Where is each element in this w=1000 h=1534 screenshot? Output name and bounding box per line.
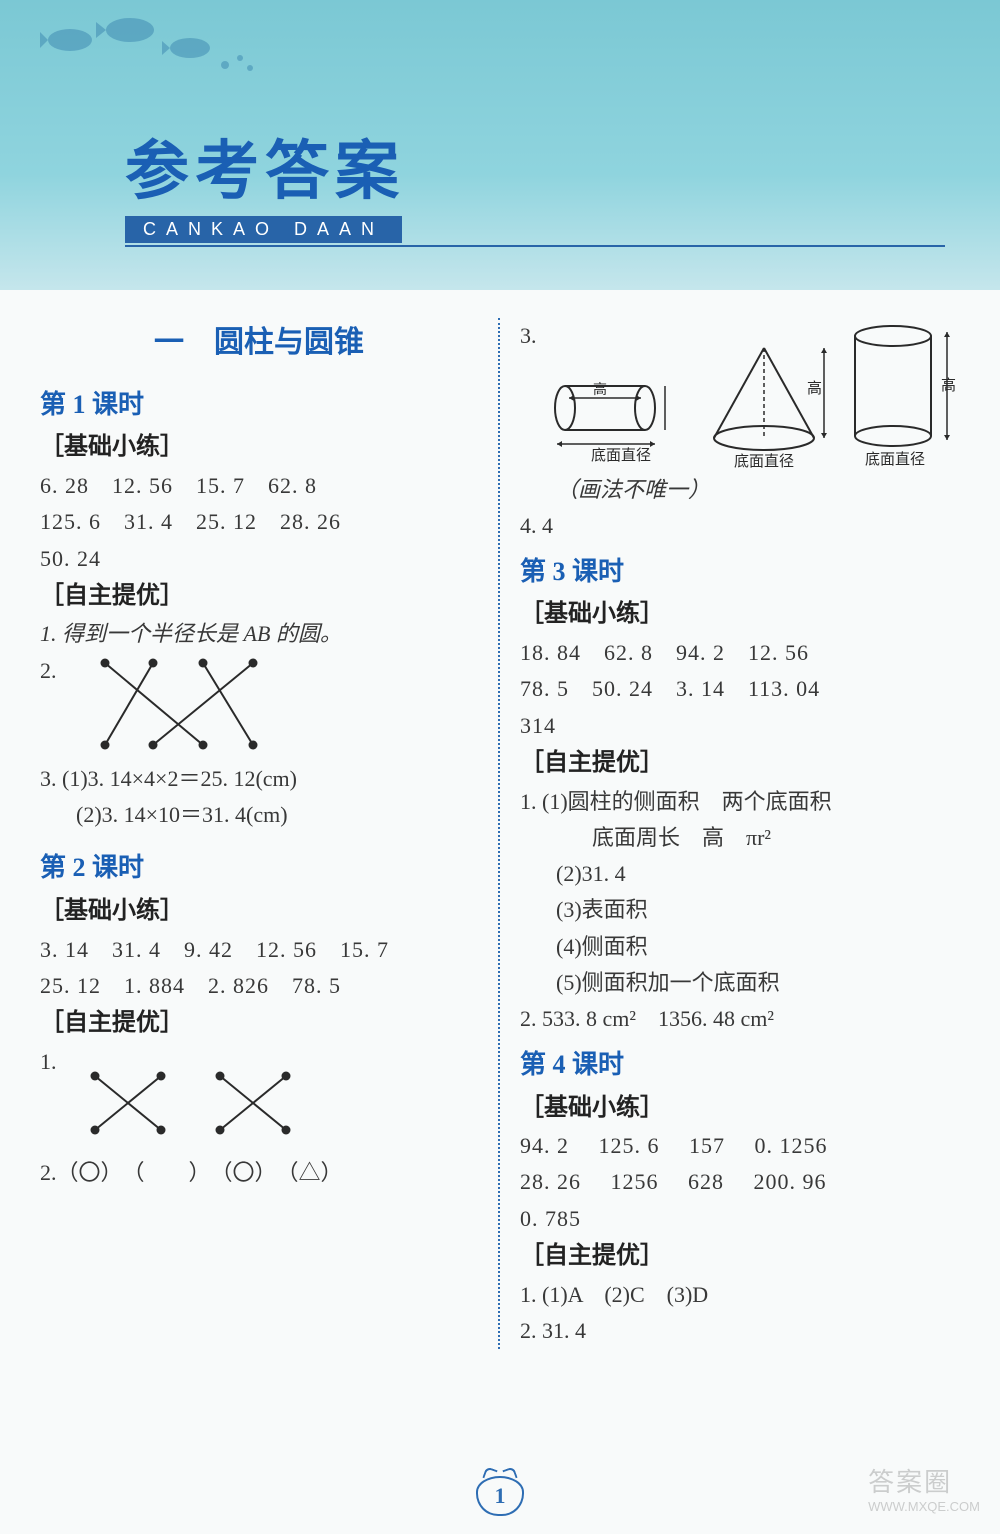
page-number-badge: 1 (476, 1476, 524, 1516)
svg-text:底面直径: 底面直径 (734, 453, 794, 468)
svg-text:高: 高 (593, 381, 607, 398)
lesson-1-title: 第 1 课时 (40, 384, 478, 427)
l2-q1-diagrams (57, 1044, 303, 1155)
svg-text:底面直径: 底面直径 (865, 451, 925, 468)
l2-self-tag: ［自主提优］ (40, 1004, 478, 1044)
l3-q1d: (4)侧面积 (520, 929, 960, 965)
title-block: 参考答案 CANKAO DAAN (125, 120, 945, 247)
l4-basic-tag: ［基础小练］ (520, 1089, 960, 1129)
l1-q3b: (2)3. 14×10＝31. 4(cm) (40, 797, 478, 833)
l3-q1e: (5)侧面积加一个底面积 (520, 965, 960, 1001)
l1-basic-r1: 6. 28 12. 56 15. 7 62. 8 (40, 468, 478, 504)
right-column: 3. 高底面直径 高底面直径 高底面直径 （画法不唯一） 4. 4 第 3 课时… (500, 318, 960, 1349)
l3-basic-r1: 18. 84 62. 8 94. 2 12. 56 (520, 635, 960, 671)
l1-q2-diagram (87, 657, 287, 757)
l3-basic-r2: 78. 5 50. 24 3. 14 113. 04 (520, 671, 960, 707)
watermark-main: 答案圈 (868, 1467, 952, 1497)
l3-q2: 2. 533. 8 cm² 1356. 48 cm² (520, 1001, 960, 1037)
l3-basic-r3: 314 (520, 708, 960, 744)
l4-basic-r2: 28. 26 1256 628 200. 96 (520, 1164, 960, 1200)
l4-q1: 1. (1)A (2)C (3)D (520, 1277, 960, 1313)
l1-q3a: 3. (1)3. 14×4×2＝25. 12(cm) (40, 761, 478, 797)
fig-cylinder-vert: 高底面直径 (843, 318, 963, 468)
l2-q1-cross-b (212, 1070, 302, 1140)
svg-text:高: 高 (941, 377, 956, 394)
watermark: 答案圈 WWW.MXQE.COM (868, 1462, 980, 1514)
l1-basic-r3: 50. 24 (40, 541, 478, 577)
l3-basic-tag: ［基础小练］ (520, 595, 960, 635)
l1-q2-label: 2. (40, 653, 57, 689)
l2-q1-cross-a (87, 1070, 177, 1140)
left-column: 一 圆柱与圆锥 第 1 课时 ［基础小练］ 6. 28 12. 56 15. 7… (40, 318, 498, 1349)
l1-basic-tag: ［基础小练］ (40, 428, 478, 468)
watermark-url: WWW.MXQE.COM (868, 1499, 980, 1514)
l1-self-tag: ［自主提优］ (40, 577, 478, 617)
l1-basic-r2: 125. 6 31. 4 25. 12 28. 26 (40, 504, 478, 540)
fig-cylinder-horiz: 高底面直径 (545, 358, 685, 468)
l2-q2: 2.（〇） （ ） （〇） （△） (40, 1155, 478, 1191)
page-number: 1 (495, 1483, 506, 1509)
header-band: 参考答案 CANKAO DAAN (0, 0, 1000, 290)
l3-q1a2: 底面周长 高 πr² (520, 820, 960, 856)
fig-cone: 高底面直径 (699, 338, 829, 468)
l3-q1c: (3)表面积 (520, 892, 960, 928)
title-underline (125, 245, 945, 247)
r-q3-label: 3. (520, 318, 537, 354)
lesson-2-title: 第 2 课时 (40, 847, 478, 890)
l3-self-tag: ［自主提优］ (520, 744, 960, 784)
l4-q2: 2. 31. 4 (520, 1313, 960, 1349)
l3-q1a: 1. (1)圆柱的侧面积 两个底面积 (520, 784, 960, 820)
l4-self-tag: ［自主提优］ (520, 1237, 960, 1277)
l1-q1: 1. 得到一个半径长是 AB 的圆。 (40, 616, 478, 652)
svg-text:底面直径: 底面直径 (591, 447, 651, 464)
r-q3-row: 3. 高底面直径 高底面直径 高底面直径 (520, 318, 960, 472)
svg-text:高: 高 (807, 380, 822, 397)
l2-basic-r1: 3. 14 31. 4 9. 42 12. 56 15. 7 (40, 932, 478, 968)
r-q3-figures: 高底面直径 高底面直径 高底面直径 (545, 318, 963, 468)
lesson-3-title: 第 3 课时 (520, 551, 960, 594)
l2-basic-r2: 25. 12 1. 884 2. 826 78. 5 (40, 968, 478, 1004)
content-area: 一 圆柱与圆锥 第 1 课时 ［基础小练］ 6. 28 12. 56 15. 7… (0, 290, 1000, 1369)
l4-basic-r3: 0. 785 (520, 1201, 960, 1237)
chapter-title: 一 圆柱与圆锥 (40, 318, 478, 368)
r-q3-note: （画法不唯一） (520, 472, 960, 508)
l3-q1b: (2)31. 4 (520, 856, 960, 892)
r-q4: 4. 4 (520, 508, 960, 544)
page-subtitle: CANKAO DAAN (125, 216, 402, 243)
l2-basic-tag: ［基础小练］ (40, 892, 478, 932)
l1-q2-row: 2. (40, 653, 478, 761)
fish-decoration (40, 10, 260, 80)
l2-q1-label: 1. (40, 1044, 57, 1080)
l4-basic-r1: 94. 2 125. 6 157 0. 1256 (520, 1128, 960, 1164)
l2-q1-row: 1. (40, 1044, 478, 1155)
lesson-4-title: 第 4 课时 (520, 1044, 960, 1087)
page-title: 参考答案 (125, 120, 945, 212)
